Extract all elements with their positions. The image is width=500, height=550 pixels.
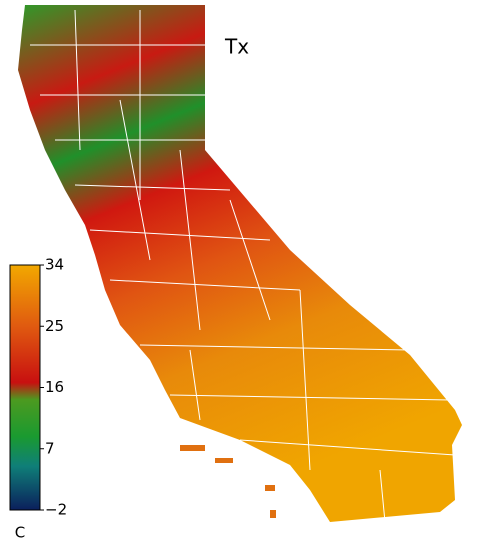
colorbar-tick-label: −2 (45, 501, 67, 519)
colorbar-tick-label: 7 (45, 439, 55, 457)
california (18, 5, 462, 522)
colorbar-unit: C (15, 524, 25, 542)
colorbar-tick-label: 25 (45, 317, 64, 335)
colorbar-ticks: −2 7 16 25 34 (40, 256, 67, 519)
colorbar (9, 264, 41, 511)
colorbar-tick-label: 34 (45, 256, 64, 274)
colorbar-tick-label: 16 (45, 378, 64, 396)
county-lines (30, 9, 456, 523)
channel-islands (180, 445, 276, 518)
map-title: Tx (224, 35, 249, 59)
